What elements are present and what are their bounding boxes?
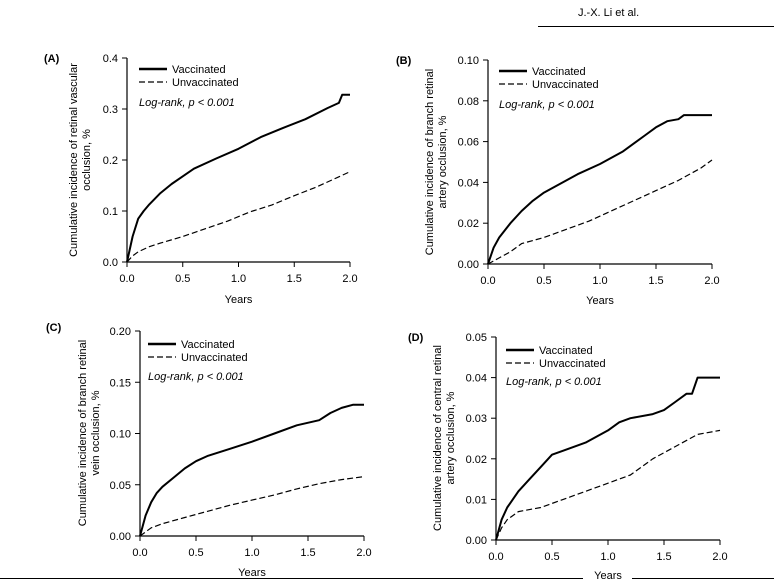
x-axis-label: Years <box>225 294 253 306</box>
y-axis-label-line: artery occlusion, % <box>445 391 457 484</box>
legend-entry: Vaccinated <box>181 339 235 351</box>
x-tick-label: 1.0 <box>592 275 607 287</box>
x-tick-label: 2.0 <box>356 547 371 559</box>
y-tick-label: 0.15 <box>110 377 131 389</box>
y-tick-label: 0.10 <box>458 55 479 67</box>
y-tick-label: 0.10 <box>110 429 131 441</box>
x-tick-label: 2.0 <box>342 273 357 285</box>
y-axis-label: Cumulative incidence of central retinala… <box>432 345 457 531</box>
panel-label: (B) <box>396 55 412 67</box>
x-tick-label: 1.5 <box>287 273 302 285</box>
x-tick-label: 1.0 <box>244 547 259 559</box>
legend-entry: Unvaccinated <box>172 77 239 89</box>
y-tick-label: 0.00 <box>110 531 131 543</box>
y-tick-label: 0.04 <box>466 373 487 385</box>
bottom-rule-left <box>0 578 583 579</box>
y-axis-label-line: Cumulative incidence of central retinal <box>432 345 444 531</box>
legend-entry: Unvaccinated <box>539 358 606 370</box>
x-tick-label: 1.0 <box>231 273 246 285</box>
series-unvaccinated-line <box>487 159 713 265</box>
header-rule <box>538 26 774 27</box>
log-rank-annotation: Log-rank, p < 0.001 <box>148 371 244 383</box>
x-tick-label: 0.0 <box>480 275 495 287</box>
x-tick-label: 1.5 <box>300 547 315 559</box>
x-tick-label: 1.5 <box>656 551 671 563</box>
series-unvaccinated-line <box>139 476 365 537</box>
y-tick-label: 0.0 <box>103 257 118 269</box>
legend-entry: Vaccinated <box>172 64 226 76</box>
y-axis-label-line: occlusion, % <box>81 129 93 191</box>
y-axis-label-line: Cumulative incidence of retinal vascular <box>68 63 80 257</box>
y-tick-label: 0.02 <box>458 218 479 230</box>
y-tick-label: 0.00 <box>466 535 487 547</box>
running-header: J.-X. Li et al. <box>578 7 640 19</box>
series-vaccinated-line <box>487 114 712 265</box>
y-tick-label: 0.20 <box>110 326 131 338</box>
panel-label: (A) <box>44 53 60 65</box>
y-tick-label: 0.08 <box>458 96 479 108</box>
chart-panel: 0.00 0.05 0.10 0.15 0.20 0.0 0.5 1.0 1.5 2.0 (C) Ye… <box>46 322 372 579</box>
series-unvaccinated-line <box>126 171 351 263</box>
x-axis-label: Years <box>586 295 614 307</box>
x-tick-label: 0.0 <box>488 551 503 563</box>
y-tick-label: 0.3 <box>103 104 118 116</box>
panel-label: (D) <box>408 332 424 344</box>
x-tick-label: 0.5 <box>188 547 203 559</box>
x-tick-label: 1.0 <box>600 551 615 563</box>
legend-entry: Unvaccinated <box>181 352 248 364</box>
x-tick-label: 0.5 <box>175 273 190 285</box>
y-tick-label: 0.02 <box>466 454 487 466</box>
x-axis-label: Years <box>238 567 266 579</box>
y-axis-label: Cumulative incidence of branch retinalve… <box>77 340 102 527</box>
y-tick-label: 0.05 <box>466 332 487 344</box>
y-tick-label: 0.4 <box>103 53 118 65</box>
y-axis-label: Cumulative incidence of branch retinalar… <box>424 69 449 256</box>
y-tick-label: 0.2 <box>103 155 118 167</box>
series-vaccinated-line <box>126 93 350 263</box>
chart-panel: 0.00 0.02 0.04 0.06 0.08 0.10 0.0 0.5 1.0 1.5 2.0 (… <box>396 55 720 307</box>
log-rank-annotation: Log-rank, p < 0.001 <box>506 376 602 388</box>
x-axis-label: Years <box>594 570 622 582</box>
bottom-rule-right <box>632 578 774 579</box>
series-vaccinated-line <box>139 403 364 537</box>
chart-panel: 0.0 0.1 0.2 0.3 0.4 0.0 0.5 1.0 1.5 2.0 (A) Years Cu… <box>44 53 358 306</box>
x-tick-label: 0.5 <box>536 275 551 287</box>
panel-label: (C) <box>46 322 62 334</box>
y-tick-label: 0.00 <box>458 259 479 271</box>
y-tick-label: 0.1 <box>103 206 118 218</box>
x-tick-label: 0.0 <box>119 273 134 285</box>
x-tick-label: 1.5 <box>648 275 663 287</box>
y-axis-label-line: Cumulative incidence of branch retinal <box>424 69 436 256</box>
y-tick-label: 0.03 <box>466 413 487 425</box>
x-tick-label: 0.5 <box>544 551 559 563</box>
y-tick-label: 0.04 <box>458 177 479 189</box>
legend-entry: Vaccinated <box>532 66 586 78</box>
series-unvaccinated-line <box>495 429 721 541</box>
legend-entry: Vaccinated <box>539 345 593 357</box>
y-axis-label: Cumulative incidence of retinal vascular… <box>68 63 93 257</box>
chart-panel: 0.00 0.01 0.02 0.03 0.04 0.05 0.0 0.5 1.0 1.5 2.0 (… <box>408 332 728 582</box>
series-vaccinated-line <box>495 376 720 541</box>
x-tick-label: 0.0 <box>132 547 147 559</box>
y-tick-label: 0.06 <box>458 137 479 149</box>
y-axis-label-line: artery occlusion, % <box>437 115 449 208</box>
x-tick-label: 2.0 <box>704 275 719 287</box>
x-tick-label: 2.0 <box>712 551 727 563</box>
legend-entry: Unvaccinated <box>532 79 599 91</box>
y-tick-label: 0.01 <box>466 494 487 506</box>
y-axis-label-line: Cumulative incidence of branch retinal <box>77 340 89 527</box>
log-rank-annotation: Log-rank, p < 0.001 <box>499 99 595 111</box>
log-rank-annotation: Log-rank, p < 0.001 <box>139 97 235 109</box>
y-tick-label: 0.05 <box>110 480 131 492</box>
y-axis-label-line: vein occlusion, % <box>90 390 102 475</box>
